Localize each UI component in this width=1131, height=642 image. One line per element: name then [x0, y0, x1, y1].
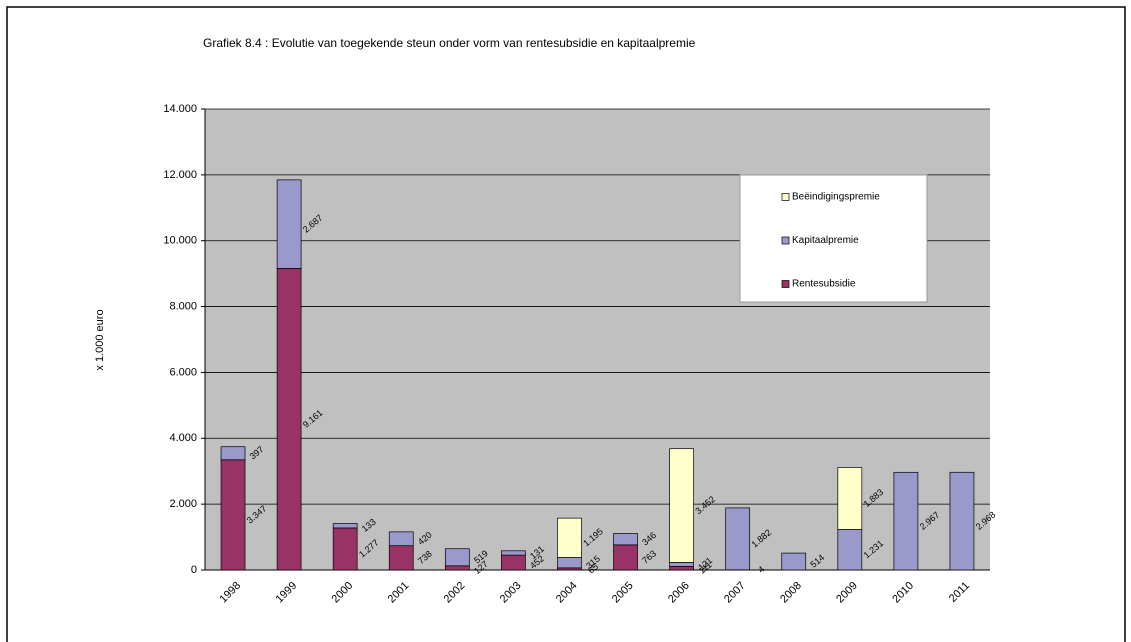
bar-segment [557, 557, 582, 569]
bar-segment [613, 544, 638, 571]
data-label: 65 [586, 561, 600, 575]
bar-segment [725, 507, 751, 571]
bar-segment [669, 565, 694, 571]
bar-segment [444, 565, 470, 571]
bar-segment [444, 548, 470, 567]
bar-segment [220, 459, 246, 571]
bar-segment [837, 529, 863, 571]
bar-segment [837, 467, 863, 530]
legend-swatch [781, 280, 790, 288]
bar-segment [332, 527, 358, 571]
bar-segment [613, 533, 638, 546]
bar-segment [893, 471, 919, 571]
bar-segment [501, 554, 526, 571]
legend-label: Beëindigingspremie [792, 192, 880, 203]
y-tick-label: 0 [191, 564, 197, 576]
y-tick-label: 2.000 [169, 498, 197, 510]
y-tick-label: 8.000 [169, 300, 197, 312]
bar-segment [388, 545, 414, 571]
bar-segment [669, 448, 694, 563]
legend-label: Kapitaalpremie [792, 235, 859, 246]
bar-segment [557, 517, 582, 558]
bar-segment [276, 267, 302, 571]
y-tick-label: 6.000 [169, 366, 197, 378]
y-tick-label: 4.000 [169, 432, 197, 444]
bar-segment [669, 562, 694, 567]
bar-segment [388, 531, 414, 547]
y-tick-label: 10.000 [163, 235, 197, 247]
bar-segment [501, 550, 526, 556]
chart-title: Grafiek 8.4 : Evolutie van toegekende st… [203, 36, 696, 50]
legend-swatch [781, 236, 790, 245]
bar-segment [781, 552, 807, 571]
legend-swatch [781, 193, 790, 201]
legend-label: Rentesubsidie [792, 279, 856, 290]
bar-segment [220, 446, 246, 461]
data-label: 4 [756, 564, 766, 575]
bar-segment [949, 471, 975, 571]
legend-box [739, 174, 928, 303]
bar-segment [276, 179, 302, 269]
bar-segment [332, 523, 358, 529]
y-tick-label: 12.000 [163, 169, 197, 181]
y-tick-label: 14.000 [163, 103, 197, 115]
y-axis-label: x 1.000 euro [94, 309, 106, 370]
